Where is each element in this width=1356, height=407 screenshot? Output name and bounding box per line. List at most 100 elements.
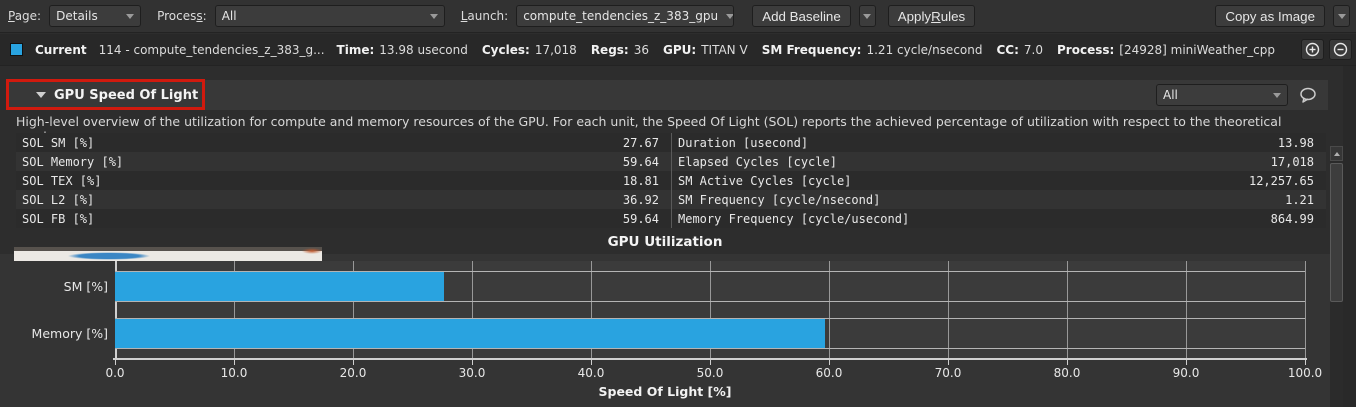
metric-name: Duration [usecond]	[678, 135, 809, 150]
launch-label: Launch:	[460, 9, 509, 23]
comment-bubble-icon[interactable]	[1296, 84, 1320, 106]
launch-select[interactable]: compute_tendencies_z_383_gpu	[516, 5, 735, 27]
tick-label: 50.0	[696, 366, 724, 380]
stats-table: Duration [usecond] 13.98 Elapsed Cycles [c…	[671, 133, 1326, 228]
sol-row[interactable]: SOL Memory [%] 59.64	[16, 152, 671, 171]
sol-row[interactable]: SOL TEX [%] 18.81	[16, 171, 671, 190]
gridline	[352, 261, 354, 358]
metric-value: 13.98	[1277, 135, 1314, 150]
metric-name: SOL Memory [%]	[22, 154, 124, 169]
copy-as-image-button[interactable]: Copy as Image	[1215, 5, 1325, 27]
collapse-triangle-icon[interactable]	[36, 92, 46, 98]
tick-label: 0.0	[105, 366, 125, 380]
section-header-gpu-sol[interactable]: GPU Speed Of Light All	[8, 80, 1328, 110]
tick-mark	[353, 360, 354, 365]
tick-label: 70.0	[934, 366, 962, 380]
tick-label: 40.0	[577, 366, 605, 380]
process-label: Process:	[157, 9, 207, 23]
scrollbar-thumb[interactable]	[1330, 163, 1343, 302]
stats-row[interactable]: Memory Frequency [cycle/usecond] 864.99	[672, 209, 1326, 228]
tick-mark	[1305, 360, 1306, 365]
sol-metric-tables: SOL SM [%] 27.67 SOL Memory [%] 59.64 SOL TE…	[16, 133, 1327, 228]
stats-row[interactable]: Elapsed Cycles [cycle] 17,018	[672, 152, 1326, 171]
kernel-name: 114 - compute_tendencies_z_383_g...	[98, 42, 325, 57]
chevron-down-icon	[1337, 13, 1346, 19]
category-label: SM [%]	[63, 279, 108, 294]
chart-title: GPU Utilization	[607, 234, 723, 250]
stats-row[interactable]: SM Active Cycles [cycle] 12,257.65	[672, 171, 1326, 190]
page-label: Page:	[8, 9, 42, 23]
chevron-down-icon	[429, 13, 438, 19]
add-baseline-button[interactable]: Add Baseline	[752, 5, 851, 27]
top-toolbar: Page: Details Process: All Launch: compu…	[0, 0, 1356, 33]
current-field: Regs: 36	[590, 42, 650, 57]
category-label: Memory [%]	[31, 326, 108, 341]
current-field: GPU: TITAN V	[663, 42, 748, 57]
tick-mark	[1067, 360, 1068, 365]
gridline	[1066, 261, 1068, 358]
tick-label: 100.0	[1287, 366, 1323, 380]
current-label: Current	[35, 42, 87, 57]
current-field: Process: [24928] miniWeather_cpp	[1057, 42, 1275, 57]
zoom-in-button[interactable]	[1300, 39, 1324, 60]
tick-mark	[1186, 360, 1187, 365]
gridline	[233, 261, 235, 358]
zoom-out-button[interactable]	[1328, 39, 1352, 60]
current-kernel-row: Current 114 - compute_tendencies_z_383_g…	[0, 34, 1356, 66]
metric-name: Elapsed Cycles [cycle]	[678, 154, 837, 169]
copy-as-image-dropdown-button[interactable]	[1333, 5, 1350, 27]
gridline	[471, 261, 473, 358]
page-select[interactable]: Details	[49, 5, 142, 27]
metric-name: SOL L2 [%]	[22, 192, 95, 207]
gpu-utilization-chart: SM [%] Memory [%] 0.0 10.0 20.0 30.0 40.0 50.0…	[0, 254, 1330, 407]
tick-label: 30.0	[458, 366, 486, 380]
current-field: Cycles: 17,018	[481, 42, 577, 57]
scroll-up-button[interactable]	[1330, 146, 1343, 161]
bar-sm[interactable]	[115, 272, 445, 301]
gridline	[1304, 261, 1306, 358]
current-color-swatch	[10, 43, 23, 56]
up-arrow-icon	[1333, 151, 1340, 156]
vertical-scrollbar[interactable]	[1330, 146, 1343, 407]
chevron-down-icon	[126, 13, 135, 19]
gridline	[828, 261, 830, 358]
bar-track	[115, 318, 1305, 349]
metric-value: 59.64	[622, 154, 659, 169]
sol-row[interactable]: SOL FB [%] 59.64	[16, 209, 671, 228]
current-field: SM Frequency: 1.21 cycle/nsecond	[761, 42, 983, 57]
stats-row[interactable]: Duration [usecond] 13.98	[672, 133, 1326, 152]
metric-name: Memory Frequency [cycle/usecond]	[678, 211, 910, 226]
sol-table: SOL SM [%] 27.67 SOL Memory [%] 59.64 SOL TE…	[16, 133, 671, 228]
metric-name: SOL SM [%]	[22, 135, 95, 150]
x-axis-line	[113, 358, 1307, 360]
bar-track	[115, 271, 1305, 302]
details-page-content: GPU Speed Of Light All High-level overvi…	[0, 66, 1356, 407]
add-baseline-dropdown-button[interactable]	[858, 5, 876, 27]
stats-row[interactable]: SM Frequency [cycle/nsecond] 1.21	[672, 190, 1326, 209]
tick-mark	[234, 360, 235, 365]
chart-plot-area	[115, 261, 1306, 358]
window-right-edge	[1343, 66, 1356, 407]
process-select[interactable]: All	[214, 5, 445, 27]
current-field: Time: 13.98 usecond	[336, 42, 468, 57]
metric-value: 12,257.65	[1248, 173, 1314, 188]
tick-mark	[710, 360, 711, 365]
tick-mark	[948, 360, 949, 365]
circle-plus-icon	[1305, 42, 1320, 57]
metric-value: 18.81	[622, 173, 659, 188]
section-filter-select[interactable]: All	[1156, 84, 1288, 106]
metric-value: 36.92	[622, 192, 659, 207]
gridline	[947, 261, 949, 358]
tick-label: 60.0	[815, 366, 843, 380]
gridline	[1185, 261, 1187, 358]
x-axis-label: Speed Of Light [%]	[598, 384, 732, 399]
tick-mark	[472, 360, 473, 365]
render-artifact-strip	[14, 247, 322, 261]
gridline	[115, 261, 117, 358]
sol-row[interactable]: SOL SM [%] 27.67	[16, 133, 671, 152]
bar-memory[interactable]	[115, 319, 825, 348]
sol-row[interactable]: SOL L2 [%] 36.92	[16, 190, 671, 209]
section-title: GPU Speed Of Light	[54, 87, 199, 103]
metric-name: SM Frequency [cycle/nsecond]	[678, 192, 881, 207]
